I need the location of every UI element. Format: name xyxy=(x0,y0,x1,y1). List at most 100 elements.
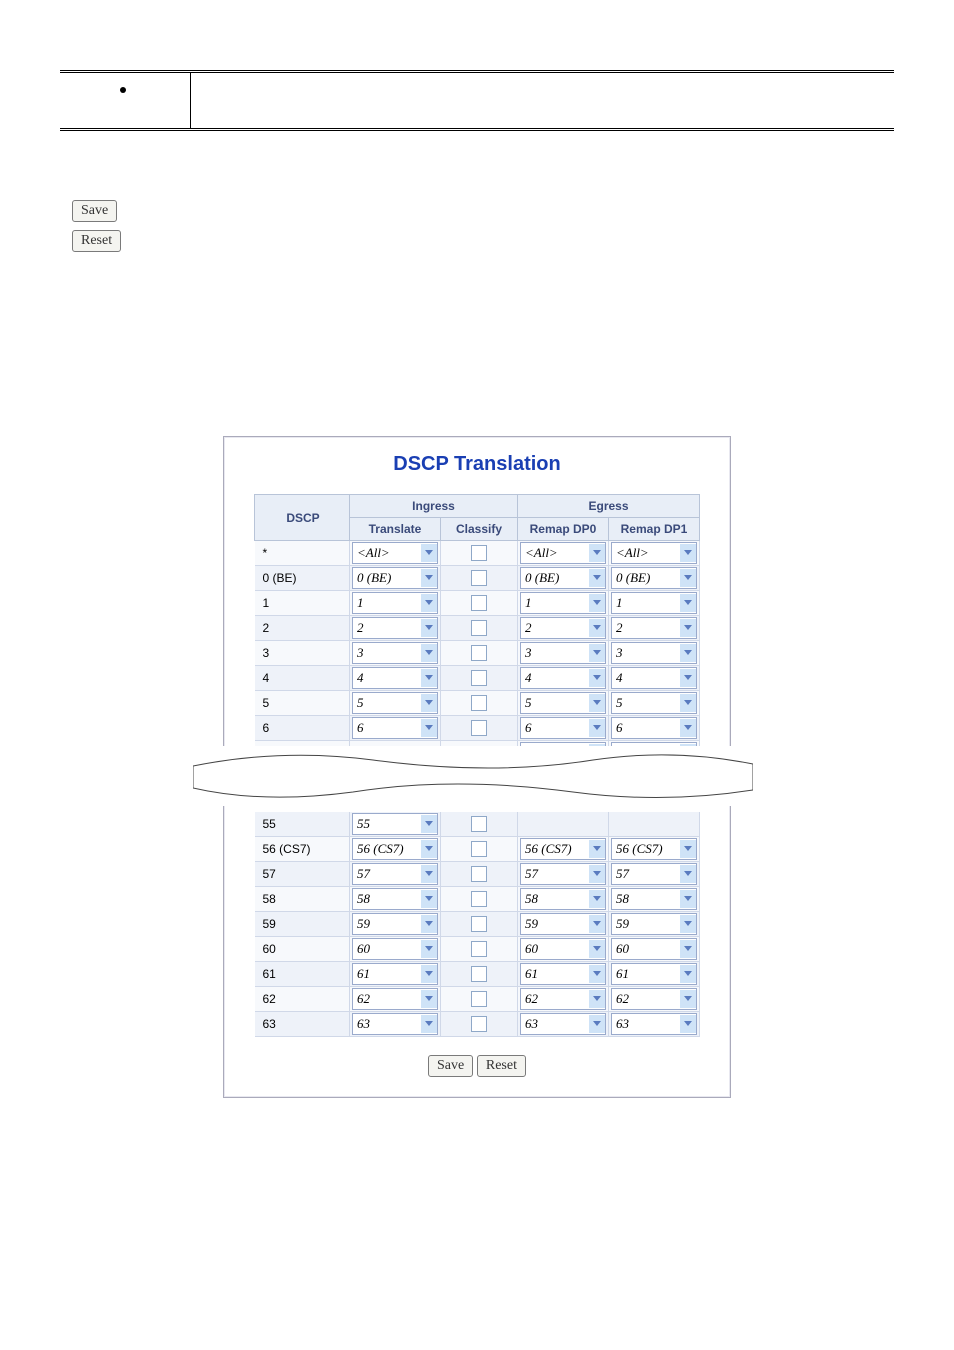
classify-checkbox[interactable] xyxy=(471,991,487,1007)
col-remap-dp0: Remap DP0 xyxy=(518,518,609,541)
translate-select[interactable]: 2 xyxy=(352,617,438,639)
table-row: 1111 xyxy=(255,591,700,616)
chevron-down-icon xyxy=(589,594,605,612)
translate-select[interactable]: 3 xyxy=(352,642,438,664)
translate-select[interactable]: 1 xyxy=(352,592,438,614)
chevron-down-icon xyxy=(680,644,696,662)
classify-checkbox[interactable] xyxy=(471,645,487,661)
chevron-down-icon xyxy=(680,965,696,983)
classify-checkbox[interactable] xyxy=(471,891,487,907)
remap-dp1-select[interactable]: 61 xyxy=(611,963,697,985)
dscp-value: 63 xyxy=(255,1011,350,1036)
figure-title: DSCP Translation xyxy=(224,437,730,494)
remap-dp0-select[interactable]: 1 xyxy=(520,592,606,614)
dscp-value: 56 (CS7) xyxy=(255,836,350,861)
chevron-down-icon xyxy=(680,940,696,958)
remap-dp1-select[interactable]: 5 xyxy=(611,692,697,714)
classify-checkbox[interactable] xyxy=(471,545,487,561)
remap-dp1-select[interactable]: 4 xyxy=(611,667,697,689)
classify-checkbox[interactable] xyxy=(471,1016,487,1032)
remap-dp0-select[interactable]: 61 xyxy=(520,963,606,985)
translate-select[interactable]: 60 xyxy=(352,938,438,960)
classify-checkbox[interactable] xyxy=(471,620,487,636)
remap-dp0-select[interactable]: 58 xyxy=(520,888,606,910)
remap-dp1-select[interactable]: 63 xyxy=(611,1013,697,1035)
table-row: 4444 xyxy=(255,666,700,691)
dscp-value: 58 xyxy=(255,886,350,911)
remap-dp0-select[interactable]: 6 xyxy=(520,717,606,739)
table-row: 59595959 xyxy=(255,911,700,936)
remap-dp0-select[interactable]: 5 xyxy=(520,692,606,714)
dscp-value: 62 xyxy=(255,986,350,1011)
figure-reset-button[interactable]: Reset xyxy=(477,1055,526,1077)
classify-checkbox[interactable] xyxy=(471,670,487,686)
remap-dp1-select[interactable]: 0 (BE) xyxy=(611,567,697,589)
chevron-down-icon xyxy=(421,719,437,737)
classify-checkbox[interactable] xyxy=(471,841,487,857)
remap-dp0-select[interactable]: 60 xyxy=(520,938,606,960)
chevron-down-icon xyxy=(421,694,437,712)
remap-dp1-select[interactable]: 59 xyxy=(611,913,697,935)
translate-select[interactable]: 5 xyxy=(352,692,438,714)
remap-dp0-select[interactable]: <All> xyxy=(520,542,606,564)
classify-checkbox[interactable] xyxy=(471,941,487,957)
translate-select[interactable]: 6 xyxy=(352,717,438,739)
remap-dp0-select[interactable]: 0 (BE) xyxy=(520,567,606,589)
remap-dp1-select[interactable]: 60 xyxy=(611,938,697,960)
remap-dp1-select[interactable]: 57 xyxy=(611,863,697,885)
remap-dp1-select[interactable]: 62 xyxy=(611,988,697,1010)
remap-dp1-select[interactable]: <All> xyxy=(611,542,697,564)
classify-checkbox[interactable] xyxy=(471,595,487,611)
translate-select[interactable]: 63 xyxy=(352,1013,438,1035)
col-translate: Translate xyxy=(350,518,441,541)
translate-select[interactable]: 62 xyxy=(352,988,438,1010)
save-button[interactable]: Save xyxy=(72,200,117,222)
classify-checkbox[interactable] xyxy=(471,966,487,982)
table-row: 5555 xyxy=(255,691,700,716)
remap-dp1-select[interactable]: 1 xyxy=(611,592,697,614)
table-row: *<All><All><All> xyxy=(255,541,700,566)
translate-select[interactable]: 56 (CS7) xyxy=(352,838,438,860)
classify-checkbox[interactable] xyxy=(471,916,487,932)
remap-dp0-select[interactable]: 62 xyxy=(520,988,606,1010)
remap-dp1-select[interactable]: 3 xyxy=(611,642,697,664)
dscp-value: 2 xyxy=(255,616,350,641)
chevron-down-icon xyxy=(680,669,696,687)
remap-dp0-select[interactable]: 63 xyxy=(520,1013,606,1035)
chevron-down-icon xyxy=(680,719,696,737)
translate-select[interactable]: 55 xyxy=(352,813,438,835)
classify-checkbox[interactable] xyxy=(471,570,487,586)
dscp-value: 59 xyxy=(255,911,350,936)
translate-select[interactable]: 58 xyxy=(352,888,438,910)
classify-checkbox[interactable] xyxy=(471,816,487,832)
translate-select[interactable]: 59 xyxy=(352,913,438,935)
table-row: 60606060 xyxy=(255,936,700,961)
translate-select[interactable]: <All> xyxy=(352,542,438,564)
dscp-value: 60 xyxy=(255,936,350,961)
translate-select[interactable]: 61 xyxy=(352,963,438,985)
remap-dp1-select[interactable]: 56 (CS7) xyxy=(611,838,697,860)
remap-dp1-select[interactable]: 2 xyxy=(611,617,697,639)
remap-dp0-select[interactable]: 56 (CS7) xyxy=(520,838,606,860)
classify-checkbox[interactable] xyxy=(471,866,487,882)
remap-dp1-select[interactable]: 6 xyxy=(611,717,697,739)
classify-checkbox[interactable] xyxy=(471,695,487,711)
chevron-down-icon xyxy=(421,594,437,612)
figure-save-button[interactable]: Save xyxy=(428,1055,473,1077)
chevron-down-icon xyxy=(421,544,437,562)
remap-dp0-select[interactable]: 4 xyxy=(520,667,606,689)
reset-button[interactable]: Reset xyxy=(72,230,121,252)
remap-dp0-select[interactable]: 2 xyxy=(520,617,606,639)
remap-dp0-select[interactable]: 57 xyxy=(520,863,606,885)
translate-select[interactable]: 4 xyxy=(352,667,438,689)
dscp-value: 4 xyxy=(255,666,350,691)
dscp-translation-figure: DSCP Translation DSCP Ingress Egress Tra… xyxy=(223,436,731,1098)
remap-dp0-select[interactable]: 3 xyxy=(520,642,606,664)
dscp-value: 6 xyxy=(255,716,350,741)
classify-checkbox[interactable] xyxy=(471,720,487,736)
table-row: 58585858 xyxy=(255,886,700,911)
remap-dp1-select[interactable]: 58 xyxy=(611,888,697,910)
translate-select[interactable]: 57 xyxy=(352,863,438,885)
remap-dp0-select[interactable]: 59 xyxy=(520,913,606,935)
translate-select[interactable]: 0 (BE) xyxy=(352,567,438,589)
